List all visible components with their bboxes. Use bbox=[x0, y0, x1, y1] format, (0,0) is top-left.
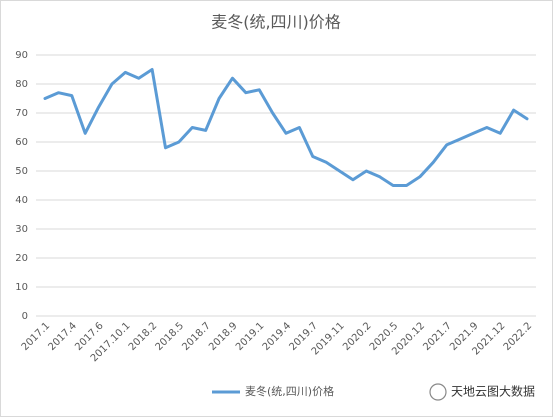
y-tick-label: 70 bbox=[15, 108, 28, 119]
y-tick-label: 40 bbox=[15, 195, 28, 206]
y-tick-label: 0 bbox=[22, 311, 28, 322]
y-tick-label: 30 bbox=[15, 224, 28, 235]
series-line bbox=[43, 68, 529, 187]
y-tick-label: 20 bbox=[15, 253, 28, 264]
y-tick-label: 10 bbox=[15, 282, 28, 293]
watermark-icon bbox=[429, 383, 447, 401]
watermark: 天地云图大数据 bbox=[451, 384, 535, 399]
y-tick-label: 90 bbox=[15, 50, 28, 61]
y-tick-label: 60 bbox=[15, 137, 28, 148]
legend-label: 麦冬(统,四川)价格 bbox=[245, 384, 334, 398]
chart-title: 麦冬(统,四川)价格 bbox=[211, 13, 341, 32]
y-tick-label: 50 bbox=[15, 166, 28, 177]
y-tick-label: 80 bbox=[15, 79, 28, 90]
